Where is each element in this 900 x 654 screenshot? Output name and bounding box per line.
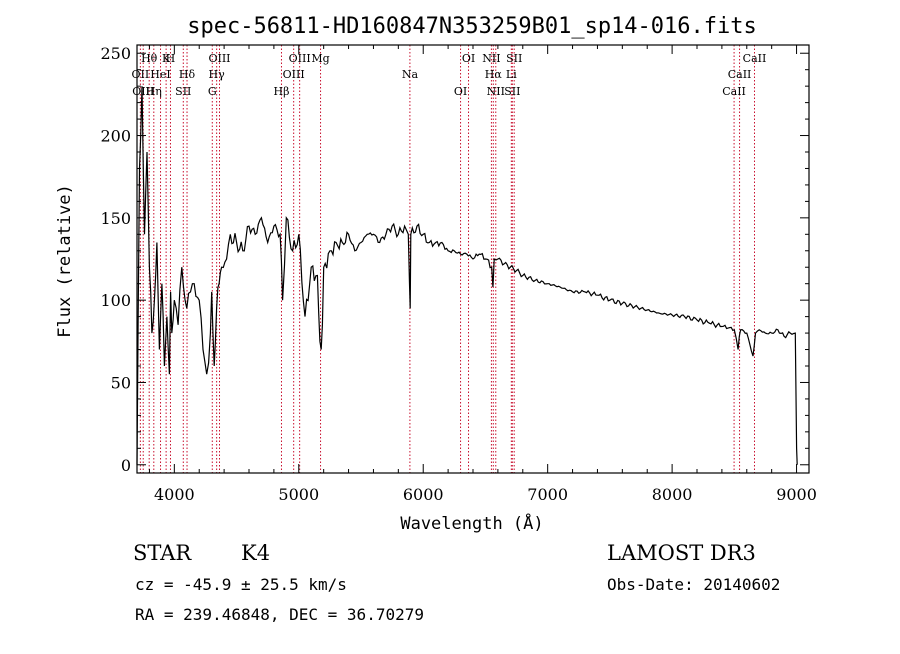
spectral-line-label: Li xyxy=(506,68,517,81)
spectral-line-label: Hδ xyxy=(179,68,196,81)
spectral-line-label: CaII xyxy=(722,85,746,98)
spectral-line-label: Hη xyxy=(146,85,162,98)
spectral-line-label: OIII xyxy=(289,52,311,65)
spectral-line-label: SII xyxy=(506,52,522,65)
x-tick-label: 6000 xyxy=(403,485,444,504)
object-subclass: K4 xyxy=(241,541,270,565)
y-tick-labels: 0 50 100 150 200 250 xyxy=(100,44,131,475)
x-axis-label: Wavelength (Å) xyxy=(400,512,543,534)
spectral-line-label: Hα xyxy=(485,68,503,81)
spectral-line-label: OI xyxy=(462,52,475,65)
spectral-line-label: CaII xyxy=(728,68,752,81)
spectral-line-label: SII xyxy=(175,85,191,98)
spectral-line-label: G xyxy=(208,85,217,98)
x-tick-label: 7000 xyxy=(527,485,568,504)
spectral-line-label: HeI xyxy=(150,68,170,81)
spectral-line-label: OIII xyxy=(283,68,305,81)
object-class: STAR xyxy=(133,541,192,565)
x-tick-label: 4000 xyxy=(154,485,195,504)
y-tick-label: 0 xyxy=(121,456,131,475)
spectral-line-label: OIII xyxy=(208,52,230,65)
y-tick-label: 200 xyxy=(100,127,131,146)
spectral-line-markers xyxy=(139,45,755,473)
x-tick-labels: 4000 5000 6000 7000 8000 9000 xyxy=(154,485,817,504)
spectral-line-label: Hβ xyxy=(274,85,290,98)
spectral-line-label: Hγ xyxy=(209,68,226,81)
redshift-text: cz = -45.9 ± 25.5 km/s xyxy=(135,575,347,594)
spectral-line-label: OII xyxy=(132,68,150,81)
coordinates-text: RA = 239.46848, DEC = 36.70279 xyxy=(135,605,424,624)
spectral-line-label: H xyxy=(166,52,176,65)
spectral-line-label: OIII xyxy=(132,85,154,98)
y-tick-label: 150 xyxy=(100,209,131,228)
x-tick-label: 9000 xyxy=(776,485,817,504)
spectral-line-label: NII xyxy=(482,52,500,65)
y-tick-label: 250 xyxy=(100,44,131,63)
spectrum-series-line xyxy=(136,86,798,465)
spectral-line-labels: Hθ OII OIII K HeI Hη HHδ SII OIII Hγ G OIII OIII Hβ Mg… xyxy=(132,52,767,98)
spectral-line-label: SII xyxy=(504,85,520,98)
y-tick-label: 100 xyxy=(100,291,131,310)
spectral-line-label: OI xyxy=(454,85,467,98)
spectral-line-label: Hθ xyxy=(141,52,158,65)
y-tick-label: 50 xyxy=(111,373,131,392)
spectral-line-label: K xyxy=(162,52,171,65)
chart-title: spec-56811-HD160847N353259B01_sp14-016.f… xyxy=(187,14,757,39)
x-tick-label: 5000 xyxy=(278,485,319,504)
x-tick-label: 8000 xyxy=(652,485,693,504)
spectral-line-label: Mg xyxy=(311,52,329,65)
spectral-line-label: NII xyxy=(487,85,505,98)
y-axis-label: Flux (relative) xyxy=(55,184,75,338)
survey-name: LAMOST DR3 xyxy=(607,541,756,565)
axis-ticks xyxy=(137,45,809,473)
obs-date-text: Obs-Date: 20140602 xyxy=(607,575,780,594)
spectral-line-label: CaII xyxy=(743,52,767,65)
spectral-line-label: Na xyxy=(402,68,419,81)
